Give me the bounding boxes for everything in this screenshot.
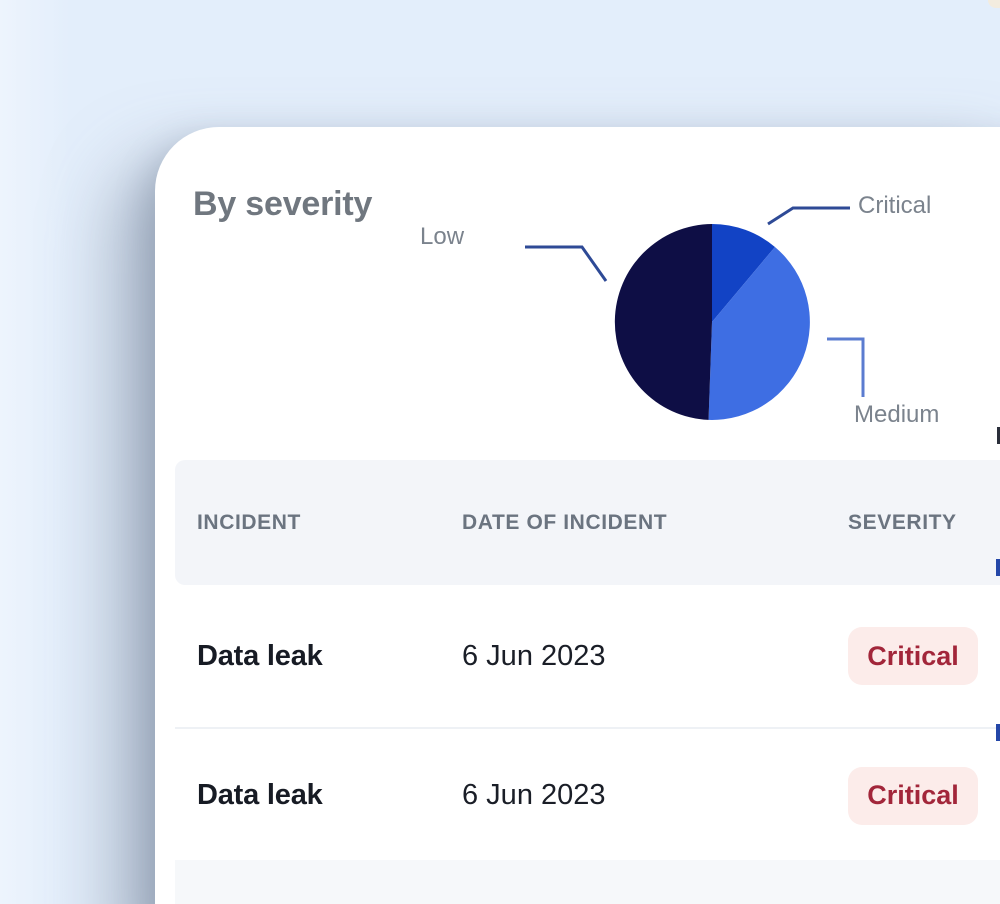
header-date-of-incident: DATE OF INCIDENT (462, 510, 668, 534)
severity-cell: Critical (848, 585, 1000, 727)
pie-svg (614, 223, 810, 420)
table-header-row: INCIDENT DATE OF INCIDENT SEVERITY (175, 460, 1000, 585)
cutoff-fragment (996, 724, 1000, 741)
cutoff-fragment (996, 559, 1000, 576)
pie-label-medium: Medium (854, 401, 940, 428)
incident-cell: Data leak (197, 779, 323, 811)
pie-label-low: Low (420, 223, 465, 250)
pie-slice-critical[interactable] (712, 223, 775, 322)
date-cell: 6 Jun 2023 (462, 639, 606, 672)
table-row[interactable]: Data leak 6 Jun 2023 Critical (175, 585, 1000, 727)
cutoff-fragment (997, 427, 1000, 444)
pie-slice-low[interactable] (614, 223, 712, 420)
severity-card: By severity Low Critical Medium INCIDENT… (155, 127, 1000, 904)
severity-pie-chart (613, 223, 811, 421)
low-callout-line (525, 245, 608, 282)
card-title: By severity (193, 185, 373, 223)
pie-slice-medium[interactable] (708, 246, 810, 420)
severity-badge-critical: Critical (848, 627, 978, 685)
critical-callout-line (767, 206, 850, 226)
header-incident: INCIDENT (197, 510, 301, 534)
table-row[interactable]: Data leak 6 Jun 2023 Critical (175, 727, 1000, 862)
header-severity: SEVERITY (848, 510, 957, 534)
incident-cell: Data leak (197, 639, 323, 672)
table-footer-band (175, 860, 1000, 904)
severity-badge-critical: Critical (848, 766, 978, 825)
cutoff-fragment (988, 0, 1000, 8)
severity-cell: Critical (848, 729, 1000, 862)
date-cell: 6 Jun 2023 (462, 779, 606, 811)
pie-label-critical: Critical (858, 192, 932, 219)
medium-callout-line (827, 337, 865, 397)
